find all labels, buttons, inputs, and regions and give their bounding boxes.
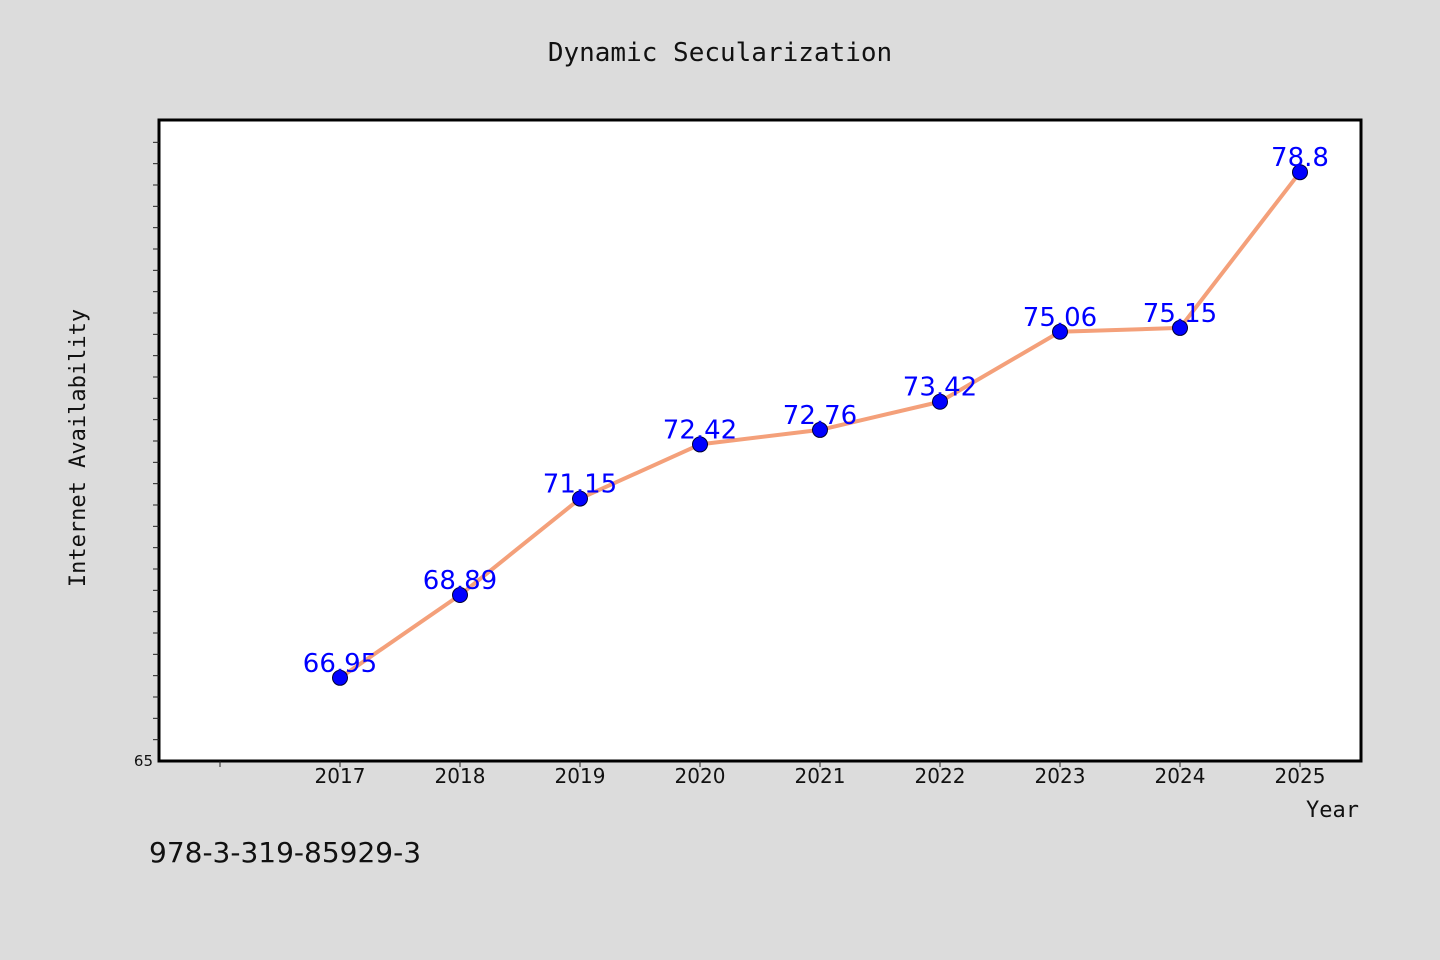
- data-point: [572, 490, 588, 507]
- x-tick-label: 2018: [435, 764, 486, 788]
- plot-area: [157, 118, 1363, 763]
- data-label: 72.42: [663, 415, 737, 445]
- data-points: [332, 164, 1308, 686]
- data-point: [932, 393, 948, 410]
- axis-ticks: [153, 141, 1301, 767]
- x-tick-label: 2023: [1035, 764, 1086, 788]
- data-label: 78.8: [1271, 143, 1329, 173]
- x-tick-label: 2017: [315, 764, 366, 788]
- data-point: [692, 436, 708, 453]
- x-axis-label: Year: [1306, 798, 1359, 823]
- x-tick-label: 2025: [1275, 764, 1326, 788]
- data-labels: 66.95 68.89 71.15 72.42 72.76 73.42 75.06 75.15…: [303, 143, 1329, 679]
- chart-title: Dynamic Secularization: [548, 38, 892, 68]
- data-point: [452, 587, 468, 604]
- y-axis-label: Internet Availability: [66, 309, 91, 587]
- data-label: 72.76: [783, 401, 857, 431]
- x-tick-label: 2019: [555, 764, 606, 788]
- data-label: 75.15: [1143, 299, 1217, 329]
- x-tick-label: 2020: [675, 764, 726, 788]
- x-tick-label: 2022: [915, 764, 966, 788]
- data-label: 73.42: [903, 373, 977, 403]
- y-axis-min-label: 65: [134, 752, 153, 770]
- x-tick-labels: 2017 2018 2019 2020 2021 2022 2023 2024 2025: [315, 764, 1326, 788]
- data-label: 75.06: [1023, 303, 1097, 333]
- data-point: [812, 421, 828, 438]
- data-label: 66.95: [303, 649, 377, 679]
- x-tick-label: 2024: [1155, 764, 1206, 788]
- data-point: [1172, 319, 1188, 336]
- data-point: [1292, 164, 1308, 181]
- data-label: 71.15: [543, 470, 617, 500]
- x-tick-label: 2021: [795, 764, 846, 788]
- data-label: 68.89: [423, 566, 497, 596]
- isbn-text: 978-3-319-85929-3: [149, 836, 421, 869]
- data-point: [332, 669, 348, 686]
- data-point: [1052, 323, 1068, 340]
